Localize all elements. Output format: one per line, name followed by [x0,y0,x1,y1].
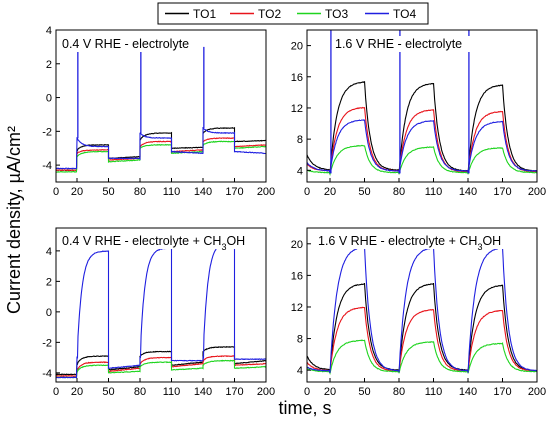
x-tick-label: 140 [459,186,477,198]
series-line-to1 [307,282,537,373]
series-line-to3 [56,359,266,379]
series-line-to2 [56,137,266,172]
series-line-to1 [56,126,266,172]
x-tick-label: 170 [225,186,243,198]
x-tick-label: 0 [53,186,59,198]
y-tick-label: -2 [42,126,52,138]
series-line-to2 [307,306,537,373]
panel-d: 0 20 50 80 110 140 170 200 4 8 12 16 20 1.6 V RHE - e… [291,227,546,398]
x-tick-label: 110 [425,186,443,198]
y-tick-label: 2 [46,59,52,71]
panel-title: 0.4 V RHE - electrolyte + CH3OH [62,234,245,252]
y-tick-label: -2 [42,337,52,349]
y-tick-label: 8 [297,334,303,346]
x-tick-label: 200 [257,186,275,198]
legend-label-to4: TO4 [393,7,416,21]
legend-label-to1: TO1 [193,7,216,21]
y-axis-label: Current density, µA/cm² [4,126,24,314]
panel-title: 1.6 V RHE - electrolyte [335,37,462,51]
y-tick-label: 20 [291,239,303,251]
y-tick-label: 0 [46,307,52,319]
y-tick-label: -4 [42,368,52,380]
y-tick-label: 20 [291,41,303,53]
panel-a: 0 20 50 80 110 140 170 200 -4 -2 0 2 4 0.4 V RHE - el… [42,25,275,198]
x-tick-label: 170 [225,386,243,398]
x-tick-label: 50 [358,386,370,398]
series-line-to3 [307,144,537,176]
y-tick-label: -4 [42,160,52,172]
y-tick-label: 12 [291,302,303,314]
panel-title: 0.4 V RHE - electrolyte [62,37,189,51]
x-tick-label: 0 [304,186,310,198]
x-tick-label: 140 [194,186,212,198]
panel-title-backdrop [333,36,473,52]
x-tick-label: 170 [493,386,511,398]
panel-title-backdrop [60,36,200,52]
series-group [307,30,537,176]
x-tick-label: 80 [393,186,405,198]
panel-title: 1.6 V RHE - electrolyte + CH3OH [318,234,501,252]
plot-frame [55,29,267,183]
series-line-to1 [307,81,537,174]
series-line-to3 [307,339,537,375]
x-tick-label: 110 [425,386,443,398]
y-tick-label: 8 [297,134,303,146]
x-tick-label: 20 [324,386,336,398]
x-tick-label: 80 [134,186,146,198]
x-tick-label: 200 [528,386,546,398]
y-tick-label: 4 [297,165,303,177]
y-tick-label: 0 [46,93,52,105]
x-tick-label: 80 [393,386,405,398]
x-tick-label: 80 [134,386,146,398]
series-line-to3 [56,140,266,173]
series-line-to2 [56,355,266,377]
x-tick-label: 140 [459,386,477,398]
series-group [56,240,266,379]
x-tick-label: 200 [528,186,546,198]
x-tick-label: 20 [324,186,336,198]
x-tick-label: 20 [71,186,83,198]
x-tick-label: 110 [163,186,181,198]
y-tick-label: 4 [46,25,52,37]
x-tick-label: 50 [358,186,370,198]
x-axis-label: time, s [278,398,331,418]
series-line-to4 [307,119,537,174]
series-line-to4 [307,246,537,373]
x-tick-label: 50 [102,186,114,198]
panel-c: 0 20 50 80 110 140 170 200 -4 -2 0 2 4 0.4 V RHE - el… [42,227,275,398]
legend-frame [157,2,429,25]
x-tick-label: 50 [102,386,114,398]
y-tick-label: 16 [291,270,303,282]
x-tick-label: 110 [163,386,181,398]
legend: TO1 TO2 TO3 TO4 [157,2,429,25]
series-line-to2 [307,106,537,174]
legend-label-to2: TO2 [258,7,281,21]
y-tick-label: 16 [291,72,303,84]
x-tick-label: 20 [71,386,83,398]
panel-title-backdrop [316,233,512,249]
y-tick-label: 12 [291,103,303,115]
plot-frame [306,227,538,383]
y-tick-label: 4 [297,365,303,377]
x-tick-label: 170 [493,186,511,198]
series-line-to1 [56,345,266,376]
panel-b: 0 20 50 80 110 140 170 200 4 8 12 16 20 1.6 V RHE - e… [291,29,546,198]
series-group [307,246,537,375]
x-tick-label: 0 [304,386,310,398]
x-tick-label: 200 [257,386,275,398]
y-tick-label: 4 [46,246,52,258]
x-tick-label: 0 [53,386,59,398]
series-line-to4 [56,126,266,170]
x-tick-label: 140 [194,386,212,398]
legend-label-to3: TO3 [325,7,348,21]
plot-frame [55,227,267,383]
plot-frame [306,29,538,183]
series-group [56,46,266,173]
y-tick-label: 2 [46,276,52,288]
panel-title-backdrop [60,233,256,249]
